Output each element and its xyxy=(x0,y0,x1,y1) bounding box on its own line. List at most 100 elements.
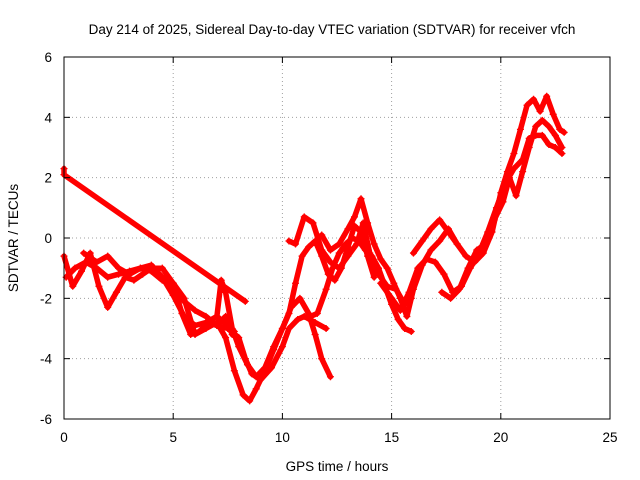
data-point xyxy=(158,264,166,272)
data-point xyxy=(213,312,221,320)
data-point xyxy=(377,279,385,287)
data-point xyxy=(335,249,343,257)
data-point xyxy=(409,249,417,257)
data-point xyxy=(292,240,300,248)
x-tick-label: 15 xyxy=(384,430,399,445)
y-tick-label: -6 xyxy=(40,412,52,427)
data-point xyxy=(403,312,411,320)
data-point xyxy=(370,273,378,281)
y-tick-label: 2 xyxy=(44,171,52,186)
data-point xyxy=(270,343,278,351)
x-axis-label: GPS time / hours xyxy=(286,459,389,474)
x-tick-label: 0 xyxy=(60,430,68,445)
series-satellite-track-7 xyxy=(318,195,461,320)
data-point xyxy=(418,237,426,245)
data-point xyxy=(292,279,300,287)
data-point xyxy=(436,237,444,245)
data-point xyxy=(80,249,88,257)
data-point xyxy=(545,140,553,148)
x-tick-label: 5 xyxy=(169,430,177,445)
data-point xyxy=(93,258,101,266)
y-tick-label: 6 xyxy=(44,50,52,65)
label-layer: 0 5 10 15 20 25 -6 -4 -2 0 2 4 6 xyxy=(40,50,618,445)
data-point xyxy=(342,240,350,248)
data-point xyxy=(374,264,382,272)
data-point xyxy=(344,252,352,260)
series-satellite-track-11 xyxy=(438,116,566,302)
data-point xyxy=(523,101,531,109)
data-point xyxy=(510,165,518,173)
data-point xyxy=(438,288,446,296)
data-point xyxy=(335,264,343,272)
data-point xyxy=(530,95,538,103)
series-satellite-track-4 xyxy=(158,273,334,405)
data-point xyxy=(361,246,369,254)
data-point xyxy=(479,249,487,257)
data-point xyxy=(394,315,402,323)
series-line xyxy=(286,214,415,308)
series-line xyxy=(308,235,415,335)
series-layer xyxy=(60,92,568,405)
data-point xyxy=(285,309,293,317)
data-point xyxy=(298,252,306,260)
data-point xyxy=(228,325,236,332)
data-point xyxy=(414,264,422,272)
data-point xyxy=(95,282,103,290)
data-point xyxy=(532,122,540,130)
series-line xyxy=(159,274,334,404)
data-point xyxy=(370,240,378,248)
y-tick-label: 0 xyxy=(44,231,52,246)
y-tick-label: -4 xyxy=(40,352,52,367)
data-point xyxy=(368,252,376,260)
series-satellite-track-9 xyxy=(377,131,566,314)
data-point xyxy=(350,213,358,221)
data-point xyxy=(104,303,112,311)
data-point xyxy=(560,128,568,136)
data-point xyxy=(549,110,557,118)
y-tick-label: -2 xyxy=(40,291,52,306)
data-point xyxy=(300,312,308,320)
y-tick-label: 4 xyxy=(44,110,52,125)
data-point xyxy=(294,315,302,323)
data-point xyxy=(383,264,391,272)
data-point xyxy=(285,237,293,245)
data-point xyxy=(558,144,566,151)
data-point xyxy=(464,264,472,272)
data-point xyxy=(407,328,415,336)
data-point xyxy=(453,240,461,248)
grid-layer xyxy=(64,57,610,419)
data-point xyxy=(525,144,533,151)
data-point xyxy=(130,276,138,284)
series-satellite-track-3 xyxy=(80,249,330,384)
data-point xyxy=(318,355,326,363)
data-point xyxy=(490,216,498,224)
x-tick-label: 25 xyxy=(602,430,617,445)
data-point xyxy=(536,107,544,115)
data-point xyxy=(322,285,330,293)
data-point xyxy=(377,255,385,263)
data-point xyxy=(348,234,356,242)
data-point xyxy=(326,246,334,254)
data-point xyxy=(440,270,448,278)
data-point xyxy=(202,312,210,320)
data-point xyxy=(329,264,337,272)
data-point xyxy=(510,150,518,158)
data-point xyxy=(230,367,238,375)
data-point xyxy=(222,334,230,342)
y-axis-label: SDTVAR / TECUs xyxy=(6,184,21,293)
data-point xyxy=(278,325,286,332)
data-point xyxy=(499,198,507,206)
data-point xyxy=(246,397,254,405)
tick-layer xyxy=(63,56,611,420)
data-point xyxy=(538,131,546,139)
data-point xyxy=(318,231,326,239)
data-point xyxy=(447,294,455,302)
series-isolated-points xyxy=(60,165,249,305)
data-point xyxy=(305,243,313,251)
data-point xyxy=(506,174,514,182)
data-point xyxy=(311,331,319,339)
data-point xyxy=(326,373,334,381)
series-satellite-track-10 xyxy=(409,92,568,266)
data-point xyxy=(396,294,404,302)
